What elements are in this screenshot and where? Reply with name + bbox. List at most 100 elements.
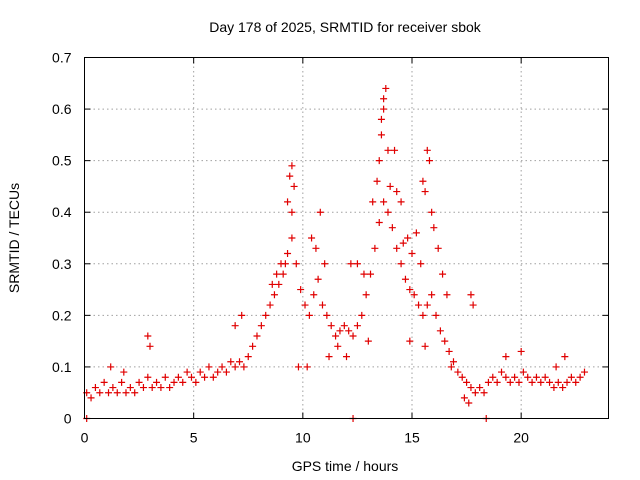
data-point <box>284 249 292 257</box>
data-point <box>353 322 361 330</box>
data-point <box>336 327 344 335</box>
data-point <box>397 260 405 268</box>
data-point <box>532 373 540 381</box>
data-point <box>380 198 388 206</box>
data-point <box>441 337 449 345</box>
data-point <box>334 342 342 350</box>
data-point <box>146 342 154 350</box>
data-point <box>360 270 368 278</box>
data-point <box>288 208 296 216</box>
data-point <box>284 198 292 206</box>
data-point <box>406 337 414 345</box>
data-point <box>502 373 510 381</box>
data-point <box>436 327 444 335</box>
data-point <box>109 384 117 392</box>
data-point <box>498 368 506 376</box>
data-point <box>353 260 361 268</box>
data-point <box>476 384 484 392</box>
data-point <box>432 311 440 319</box>
data-point <box>294 363 302 371</box>
data-point <box>404 234 412 242</box>
data-point <box>393 244 401 252</box>
data-point <box>380 95 388 103</box>
data-point <box>567 373 575 381</box>
x-tick-label: 20 <box>513 430 529 446</box>
data-point <box>576 373 584 381</box>
data-point <box>375 157 383 165</box>
data-point <box>428 208 436 216</box>
data-point <box>546 378 554 386</box>
data-point <box>362 291 370 299</box>
data-point <box>321 260 329 268</box>
data-point <box>218 363 226 371</box>
data-point <box>377 115 385 123</box>
data-point <box>380 105 388 113</box>
data-point <box>238 311 246 319</box>
data-point <box>511 373 519 381</box>
data-point <box>580 368 588 376</box>
data-point <box>515 378 523 386</box>
data-point <box>460 394 468 402</box>
data-point <box>343 353 350 361</box>
data-point <box>113 389 121 397</box>
data-point <box>249 342 257 350</box>
data-point <box>268 280 276 288</box>
data-point <box>316 208 324 216</box>
data-point <box>275 280 283 288</box>
y-tick-label: 0.2 <box>52 307 72 323</box>
data-point <box>397 198 405 206</box>
data-point <box>572 378 580 386</box>
data-point <box>201 373 209 381</box>
data-point <box>308 234 316 242</box>
data-point <box>517 347 525 355</box>
data-point <box>139 384 147 392</box>
data-point <box>279 270 287 278</box>
data-point <box>297 286 305 294</box>
data-point <box>412 229 420 237</box>
data-point <box>301 301 309 309</box>
data-point <box>144 332 152 340</box>
data-point <box>467 291 475 299</box>
data-point <box>192 378 200 386</box>
x-tick-label: 15 <box>404 430 420 446</box>
data-point <box>209 373 217 381</box>
data-point <box>174 373 182 381</box>
data-point <box>467 384 475 392</box>
data-point <box>118 378 126 386</box>
data-point <box>421 342 429 350</box>
data-point <box>541 373 549 381</box>
data-point <box>153 378 161 386</box>
data-point <box>471 389 479 397</box>
data-point <box>107 363 115 371</box>
data-point <box>484 378 492 386</box>
data-point <box>345 327 353 335</box>
data-point <box>373 177 381 185</box>
data-point <box>434 244 442 252</box>
data-point <box>273 270 281 278</box>
data-point <box>148 384 156 392</box>
data-point <box>222 368 230 376</box>
data-point <box>312 244 320 252</box>
data-point <box>170 378 178 386</box>
data-point <box>449 358 457 366</box>
data-point <box>214 368 222 376</box>
data-point <box>196 368 204 376</box>
data-point <box>290 182 298 190</box>
data-point <box>358 311 366 319</box>
data-point <box>286 172 294 180</box>
data-point <box>135 378 143 386</box>
data-point <box>524 373 532 381</box>
data-point <box>367 270 375 278</box>
data-point <box>126 384 134 392</box>
data-point <box>408 249 416 257</box>
data-point <box>340 322 348 330</box>
data-point <box>401 275 409 283</box>
data-point <box>183 368 191 376</box>
data-point <box>157 384 165 392</box>
data-point <box>445 347 453 355</box>
data-point <box>443 291 451 299</box>
data-point <box>310 291 318 299</box>
data-point <box>292 260 300 268</box>
data-point <box>454 368 462 376</box>
y-tick-label: 0.6 <box>52 101 72 117</box>
